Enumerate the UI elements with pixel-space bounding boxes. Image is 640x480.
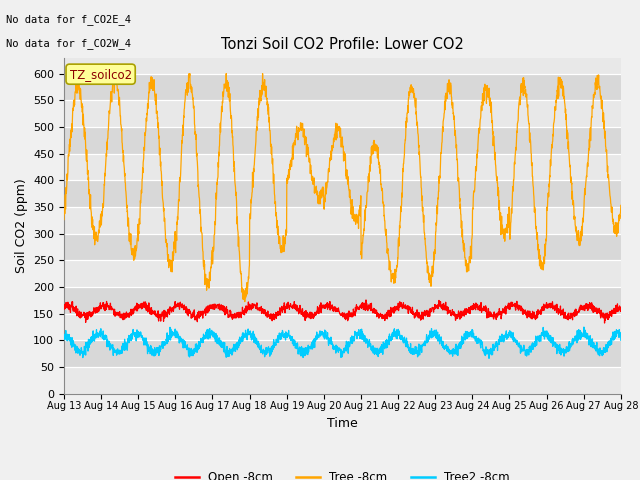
Text: TZ_soilco2: TZ_soilco2 <box>70 68 132 81</box>
X-axis label: Time: Time <box>327 417 358 430</box>
Bar <box>64 313 621 340</box>
Text: No data for f_CO2E_4: No data for f_CO2E_4 <box>6 14 131 25</box>
Bar <box>64 340 621 367</box>
Bar <box>64 287 621 313</box>
Bar <box>64 180 621 207</box>
Text: No data for f_CO2W_4: No data for f_CO2W_4 <box>6 38 131 49</box>
Title: Tonzi Soil CO2 Profile: Lower CO2: Tonzi Soil CO2 Profile: Lower CO2 <box>221 37 464 52</box>
Bar <box>64 234 621 260</box>
Bar <box>64 100 621 127</box>
Bar <box>64 73 621 100</box>
Bar <box>64 207 621 234</box>
Bar <box>64 127 621 154</box>
Bar <box>64 367 621 394</box>
Y-axis label: Soil CO2 (ppm): Soil CO2 (ppm) <box>15 178 28 273</box>
Legend: Open -8cm, Tree -8cm, Tree2 -8cm: Open -8cm, Tree -8cm, Tree2 -8cm <box>170 466 515 480</box>
Bar <box>64 154 621 180</box>
Bar <box>64 260 621 287</box>
